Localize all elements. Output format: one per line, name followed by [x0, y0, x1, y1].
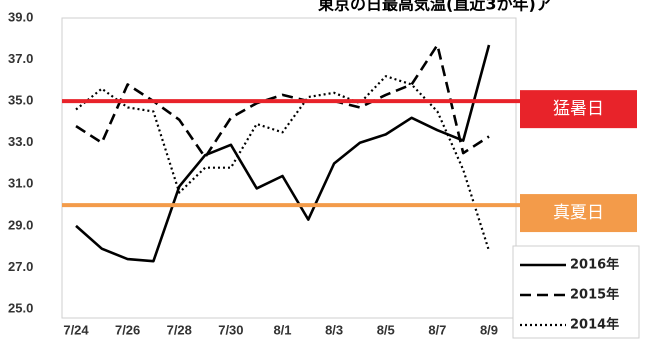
y-tick-label: 33.0 — [8, 134, 33, 149]
series-line-2014年 — [75, 75, 491, 252]
y-tick-label: 39.0 — [8, 9, 33, 24]
x-tick-label: 7/24 — [63, 322, 89, 337]
x-tick-label: 8/5 — [377, 322, 395, 337]
reference-badge — [520, 90, 637, 129]
reference-badge-label: 真夏日 — [553, 203, 604, 223]
x-tick-label: 8/7 — [428, 322, 446, 337]
legend-box — [512, 245, 640, 339]
y-tick-label: 27.0 — [8, 259, 33, 274]
x-tick-label: 8/3 — [325, 322, 343, 337]
chart-title: 東京の日最高気温(直近3か年)ア — [318, 0, 552, 14]
reference-badge-label: 猛暑日 — [553, 99, 604, 119]
plot-area — [61, 17, 517, 319]
series-line-2016年 — [75, 44, 491, 263]
legend-label: 2015年 — [570, 287, 619, 303]
y-tick-label: 35.0 — [8, 93, 33, 108]
series-group — [75, 43, 491, 263]
series-line-2015年 — [75, 43, 490, 159]
x-tick-label: 7/30 — [218, 322, 243, 337]
x-tick-label: 7/28 — [167, 322, 192, 337]
y-tick-label: 31.0 — [8, 176, 33, 191]
legend-label: 2016年 — [570, 257, 619, 273]
x-tick-label: 8/1 — [273, 322, 291, 337]
y-axis: 39.0 37.0 35.0 33.0 31.0 29.0 27.0 25.0 — [8, 9, 33, 315]
legend-label: 2014年 — [570, 317, 619, 333]
y-tick-label: 25.0 — [8, 300, 33, 315]
y-tick-label: 37.0 — [8, 51, 33, 66]
reference-badge — [520, 194, 637, 233]
x-tick-label: 7/26 — [115, 322, 140, 337]
legend: 2016年 2015年 2014年 — [512, 245, 640, 339]
x-axis: 7/24 7/26 7/28 7/30 8/1 8/3 8/5 8/7 8/9 — [63, 322, 498, 337]
y-tick-label: 29.0 — [8, 217, 33, 232]
x-tick-label: 8/9 — [480, 322, 498, 337]
